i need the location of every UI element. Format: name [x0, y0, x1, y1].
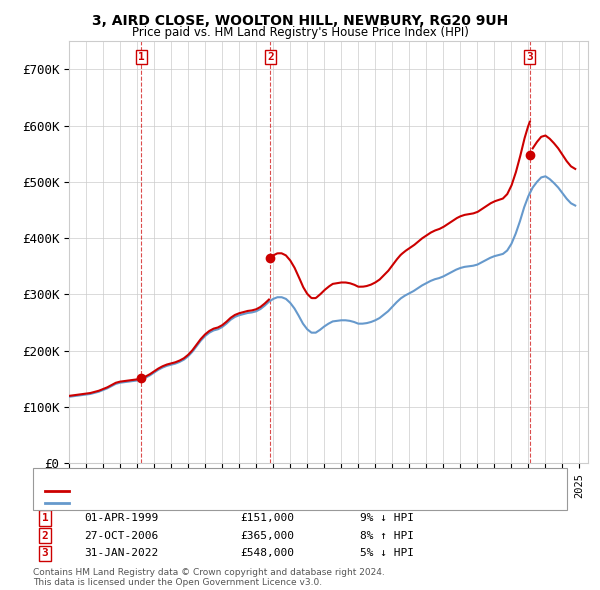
Text: £548,000: £548,000	[240, 549, 294, 558]
Text: Contains HM Land Registry data © Crown copyright and database right 2024.
This d: Contains HM Land Registry data © Crown c…	[33, 568, 385, 587]
Text: 5% ↓ HPI: 5% ↓ HPI	[360, 549, 414, 558]
Text: 3, AIRD CLOSE, WOOLTON HILL, NEWBURY, RG20 9UH: 3, AIRD CLOSE, WOOLTON HILL, NEWBURY, RG…	[92, 14, 508, 28]
Text: 2: 2	[267, 52, 274, 62]
Text: 1: 1	[41, 513, 49, 523]
Text: 01-APR-1999: 01-APR-1999	[84, 513, 158, 523]
Text: £151,000: £151,000	[240, 513, 294, 523]
Text: 3: 3	[41, 549, 49, 558]
Text: Price paid vs. HM Land Registry's House Price Index (HPI): Price paid vs. HM Land Registry's House …	[131, 26, 469, 39]
Text: 3, AIRD CLOSE, WOOLTON HILL, NEWBURY, RG20 9UH (detached house): 3, AIRD CLOSE, WOOLTON HILL, NEWBURY, RG…	[72, 486, 447, 496]
Text: 1: 1	[138, 52, 145, 62]
Text: 27-OCT-2006: 27-OCT-2006	[84, 531, 158, 540]
Text: HPI: Average price, detached house, Basingstoke and Deane: HPI: Average price, detached house, Basi…	[72, 498, 388, 507]
Text: £365,000: £365,000	[240, 531, 294, 540]
Text: 3: 3	[526, 52, 533, 62]
Text: 9% ↓ HPI: 9% ↓ HPI	[360, 513, 414, 523]
Text: 2: 2	[41, 531, 49, 540]
Text: 8% ↑ HPI: 8% ↑ HPI	[360, 531, 414, 540]
Text: 31-JAN-2022: 31-JAN-2022	[84, 549, 158, 558]
